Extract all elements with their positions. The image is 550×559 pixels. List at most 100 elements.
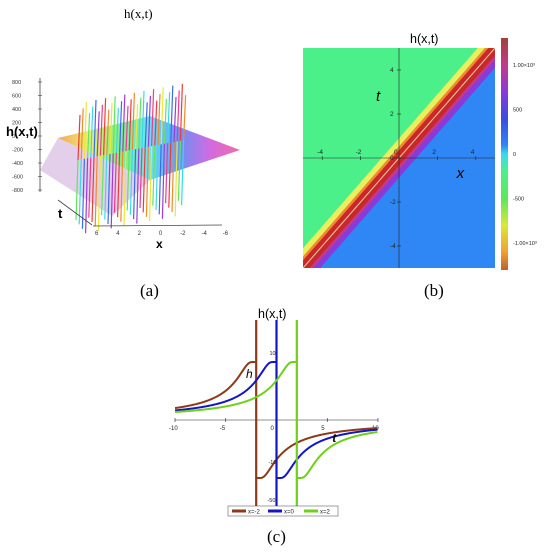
surface-spike	[160, 87, 164, 145]
surface-spike	[90, 106, 94, 158]
t-tick-label: -10	[169, 426, 178, 432]
surface-spike	[94, 156, 98, 227]
t-tick-label: 2	[390, 111, 394, 118]
surface-spike	[99, 104, 103, 156]
surface-spike	[107, 153, 111, 225]
h-axis-label: h	[246, 367, 253, 381]
curves	[175, 320, 378, 510]
x-tick-label: 0	[394, 149, 398, 156]
surface-spike	[101, 155, 105, 216]
surface-spike	[112, 96, 116, 154]
surface-spike	[122, 94, 126, 152]
surface-spike	[117, 152, 121, 218]
surface-spike	[106, 109, 110, 155]
curve-left-x=2	[175, 361, 296, 413]
z-tick-label: 600	[12, 94, 21, 100]
surface-spike	[183, 95, 187, 141]
surface-spike	[157, 93, 161, 146]
surface-spike	[87, 113, 91, 159]
surface-spike	[142, 147, 146, 213]
surface-spike	[158, 144, 162, 215]
z-tick-label: -400	[12, 161, 23, 167]
z-tick-label: -600	[12, 175, 23, 181]
surface-plane	[58, 116, 240, 180]
t-axis-label: t	[376, 88, 381, 105]
h-tick-label: 10	[269, 351, 275, 357]
surface-spike	[123, 150, 127, 227]
surface-spike	[133, 149, 137, 220]
x-tick-label: 4	[471, 149, 475, 156]
surface-spike	[78, 159, 82, 225]
surface-spike	[152, 145, 156, 206]
surface-spike	[171, 141, 175, 213]
surface-spike	[81, 158, 85, 229]
surface-spike	[138, 97, 142, 149]
surface-spike	[80, 108, 84, 160]
panel-b-heatmap: -4 -2 0 2 4 4 2 0 -2 -4 x t h(x,t) 1.00×10³ 500 0 -500 -1…	[303, 32, 537, 270]
surface-spike	[88, 157, 92, 218]
t-tick-label: 0	[271, 426, 275, 432]
t-tick-label: 4	[390, 67, 394, 74]
colorbar-tick-label: -1.00×10³	[513, 241, 537, 247]
z-tick-label: 0	[12, 134, 15, 140]
surface-spike	[147, 95, 151, 147]
surface-spike	[139, 147, 143, 209]
surface-spike	[129, 149, 133, 215]
z-tick-label: 800	[12, 80, 21, 86]
colorbar	[501, 38, 508, 270]
surface-spike	[104, 154, 108, 220]
surface-spike	[161, 143, 165, 219]
x-tick-label: -4	[202, 231, 208, 237]
surface-spike	[109, 102, 113, 155]
surface-spike	[181, 140, 185, 206]
colorbar-tick-label: -500	[513, 197, 524, 203]
surface-spike	[179, 83, 183, 141]
z-tick-label: -200	[12, 148, 23, 154]
x-axis-label: x	[456, 165, 465, 182]
surface-spike	[83, 101, 87, 159]
x-axis	[92, 224, 223, 227]
surface-spike	[119, 101, 123, 153]
z-tick-label: 400	[12, 107, 21, 113]
surface-spike	[167, 92, 171, 144]
panel-b-title: h(x,t)	[410, 32, 438, 46]
surface-spike	[128, 99, 132, 151]
surface-spike	[120, 151, 124, 222]
surface-spike	[115, 107, 119, 153]
surface-spike	[168, 142, 172, 208]
x-axis-label: x	[156, 237, 163, 251]
panel-a-surface-plot: 800 600 400 200 0 -200 -400 -600 -800 6 4 2 0 -2 -4 -6 h…	[6, 78, 240, 251]
surface-spike	[113, 152, 117, 213]
x-tick-label: -4	[317, 149, 323, 156]
surface-spike	[174, 141, 178, 217]
x-tick-label: 4	[116, 231, 120, 237]
legend-label-x=-2: x=-2	[248, 510, 261, 516]
t-tick-label: -5	[220, 426, 226, 432]
curve-right-x=0	[277, 428, 378, 479]
x-tick-label: -6	[223, 231, 229, 237]
h-tick-label: -50	[267, 498, 275, 504]
panel-a-title: h(x,t)	[124, 6, 153, 21]
surface-plane-front	[40, 138, 150, 216]
surface-spike	[75, 159, 79, 221]
x-tick-label: 2	[138, 231, 142, 237]
panel-c-title: h(x,t)	[258, 307, 286, 321]
x-tick-label: 6	[95, 231, 99, 237]
surface-spike	[177, 140, 181, 201]
surface-spike	[97, 155, 101, 231]
curve-left-x=-2	[175, 361, 256, 410]
surface-spike	[154, 100, 158, 146]
z-tick-label: 200	[12, 121, 21, 127]
colorbar-tick-label: 0	[513, 152, 516, 158]
panel-a-caption: (a)	[140, 281, 159, 300]
colorbar-tick-label: 500	[513, 107, 522, 113]
h-tick-label: -10	[268, 460, 276, 466]
panel-c-caption: (c)	[267, 527, 286, 546]
surface-spike	[170, 85, 174, 143]
surface-spike	[163, 98, 167, 144]
surface-spike	[93, 99, 97, 158]
x-tick-label: 0	[159, 231, 163, 237]
legend: x=-2 x=0 x=2	[227, 505, 339, 517]
surface-spike	[145, 146, 149, 217]
